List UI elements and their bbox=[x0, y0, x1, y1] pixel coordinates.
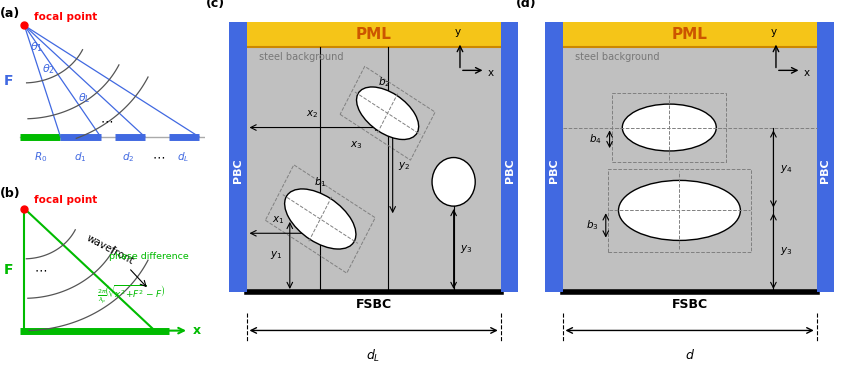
Text: x: x bbox=[487, 68, 494, 78]
Text: $y_2$: $y_2$ bbox=[397, 160, 409, 172]
Ellipse shape bbox=[356, 87, 418, 140]
Text: $\cdots$: $\cdots$ bbox=[152, 150, 165, 163]
Text: x: x bbox=[193, 324, 200, 337]
Text: PBC: PBC bbox=[504, 158, 514, 183]
Text: wavefront: wavefront bbox=[84, 233, 136, 267]
Ellipse shape bbox=[284, 189, 356, 249]
Text: $\varphi_1$: $\varphi_1$ bbox=[333, 218, 345, 230]
Text: $d_1$: $d_1$ bbox=[74, 150, 87, 164]
Ellipse shape bbox=[618, 180, 740, 240]
Text: PML: PML bbox=[670, 27, 707, 42]
FancyBboxPatch shape bbox=[544, 22, 562, 292]
Text: $b_1$: $b_1$ bbox=[314, 176, 327, 190]
FancyBboxPatch shape bbox=[815, 22, 833, 292]
Text: $y_3$: $y_3$ bbox=[460, 243, 472, 255]
Text: $b_3$: $b_3$ bbox=[585, 218, 597, 232]
Text: F: F bbox=[3, 74, 13, 88]
Text: $d_2$: $d_2$ bbox=[122, 150, 135, 164]
Text: $\theta_2$: $\theta_2$ bbox=[42, 62, 55, 76]
Text: $\theta_1$: $\theta_1$ bbox=[30, 40, 43, 54]
Text: steel background: steel background bbox=[259, 52, 344, 62]
Text: FSBC: FSBC bbox=[670, 298, 707, 311]
Text: (b): (b) bbox=[0, 187, 20, 200]
Text: $a_4$: $a_4$ bbox=[686, 107, 699, 119]
Text: $\theta_L$: $\theta_L$ bbox=[78, 91, 90, 105]
Text: $a_3$: $a_3$ bbox=[703, 188, 716, 200]
FancyBboxPatch shape bbox=[562, 22, 815, 47]
FancyBboxPatch shape bbox=[500, 22, 518, 292]
Text: $y_4$: $y_4$ bbox=[779, 163, 792, 175]
FancyBboxPatch shape bbox=[229, 22, 247, 292]
Text: F: F bbox=[3, 263, 13, 277]
Text: $x_2$: $x_2$ bbox=[305, 108, 318, 120]
Text: PML: PML bbox=[355, 27, 392, 42]
Text: $y_3$: $y_3$ bbox=[779, 245, 792, 257]
Ellipse shape bbox=[622, 104, 716, 151]
Text: $a_1$: $a_1$ bbox=[333, 208, 345, 219]
Text: $r$: $r$ bbox=[461, 166, 467, 177]
Text: $a_2$: $a_2$ bbox=[394, 101, 406, 113]
Text: x: x bbox=[803, 68, 809, 78]
Circle shape bbox=[432, 157, 474, 206]
Text: $x_1$: $x_1$ bbox=[272, 214, 284, 226]
Text: FSBC: FSBC bbox=[355, 298, 392, 311]
Text: $d_L$: $d_L$ bbox=[366, 347, 380, 364]
Text: PBC: PBC bbox=[548, 158, 558, 183]
Text: $\cdots$: $\cdots$ bbox=[34, 263, 48, 276]
Text: phase difference: phase difference bbox=[108, 252, 189, 261]
Text: $\cdots$: $\cdots$ bbox=[100, 114, 113, 127]
Text: $d$: $d$ bbox=[684, 347, 693, 362]
Text: $x_3$: $x_3$ bbox=[350, 140, 363, 151]
Text: (d): (d) bbox=[515, 0, 536, 10]
Text: PBC: PBC bbox=[820, 158, 829, 183]
Text: $b_4$: $b_4$ bbox=[589, 132, 601, 146]
FancyBboxPatch shape bbox=[562, 47, 815, 292]
FancyBboxPatch shape bbox=[247, 22, 500, 47]
Text: $b_2$: $b_2$ bbox=[378, 75, 390, 89]
Text: focal point: focal point bbox=[34, 12, 97, 22]
Text: focal point: focal point bbox=[34, 195, 97, 205]
Text: $d_L$: $d_L$ bbox=[177, 150, 189, 164]
Text: $R_0$: $R_0$ bbox=[33, 150, 47, 164]
Text: y: y bbox=[454, 28, 460, 37]
Text: steel background: steel background bbox=[575, 52, 659, 62]
Text: $y_1$: $y_1$ bbox=[270, 249, 281, 261]
FancyBboxPatch shape bbox=[247, 47, 500, 292]
Text: $\frac{2\pi}{\lambda_p}\!\left(\!\sqrt{x^2\!+\!F^2}-F\right)$: $\frac{2\pi}{\lambda_p}\!\left(\!\sqrt{x… bbox=[96, 284, 165, 306]
Text: y: y bbox=[769, 28, 775, 37]
Text: $\varphi_2$: $\varphi_2$ bbox=[401, 112, 414, 125]
Text: (a): (a) bbox=[0, 7, 20, 21]
Text: (c): (c) bbox=[206, 0, 224, 10]
Text: PBC: PBC bbox=[233, 158, 242, 183]
